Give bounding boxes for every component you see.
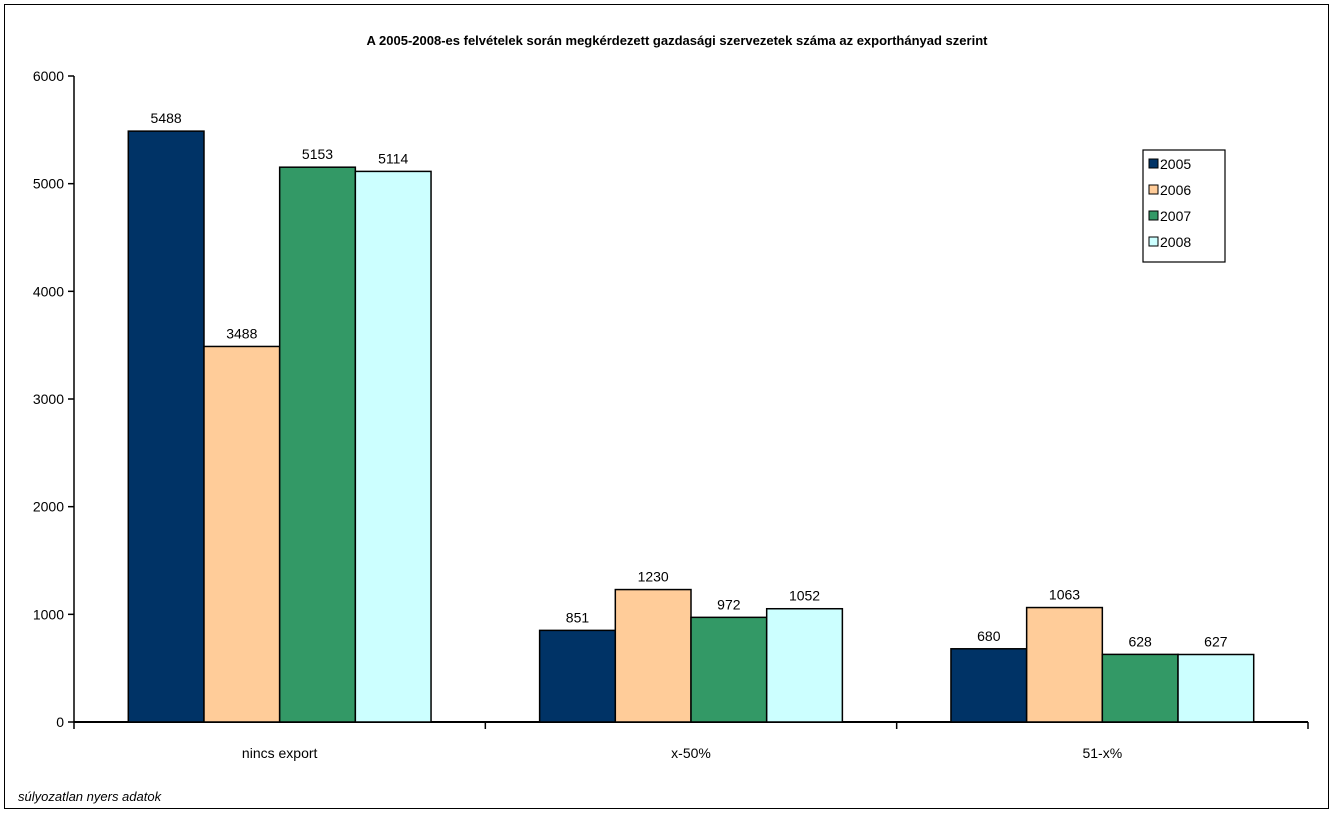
data-label: 972 bbox=[717, 596, 741, 612]
bar-2008-nincs-export bbox=[354, 170, 432, 723]
legend-label-2007: 2007 bbox=[1160, 208, 1191, 224]
bars bbox=[127, 130, 1255, 723]
y-tick-label: 0 bbox=[56, 714, 64, 730]
data-label: 5153 bbox=[302, 146, 333, 162]
footnote: súlyozatlan nyers adatok bbox=[18, 789, 163, 804]
bar-2005-nincs-export bbox=[127, 130, 205, 723]
data-label: 3488 bbox=[226, 325, 257, 341]
bar-2006-nincs-export bbox=[203, 345, 281, 723]
legend-swatch-2006 bbox=[1148, 184, 1159, 195]
y-tick-label: 4000 bbox=[33, 283, 64, 299]
chart-title: A 2005-2008-es felvételek során megkérde… bbox=[367, 33, 989, 48]
y-tick-label: 1000 bbox=[33, 606, 64, 622]
bar-2007-51-x- bbox=[1101, 653, 1179, 723]
y-tick-label: 2000 bbox=[33, 499, 64, 515]
legend-label-2006: 2006 bbox=[1160, 182, 1191, 198]
bar-2008-51-x- bbox=[1177, 653, 1255, 723]
data-label: 5114 bbox=[378, 150, 408, 166]
bar-2008-x-50- bbox=[765, 607, 844, 723]
legend-swatch-2007 bbox=[1148, 210, 1159, 221]
data-label: 1230 bbox=[638, 569, 669, 585]
data-label: 627 bbox=[1204, 633, 1228, 649]
legend-label-2008: 2008 bbox=[1160, 234, 1191, 250]
bar-2006-x-50- bbox=[614, 588, 692, 723]
y-tick-label: 3000 bbox=[33, 391, 64, 407]
legend: 2005 2006 2007 2008 bbox=[1142, 149, 1226, 263]
bar-2005-51-x- bbox=[950, 648, 1028, 723]
x-category-label: x-50% bbox=[671, 745, 711, 761]
data-label: 628 bbox=[1128, 633, 1152, 649]
data-label: 1063 bbox=[1049, 587, 1080, 603]
legend-swatch-2005 bbox=[1148, 158, 1159, 169]
legend-swatch-2008 bbox=[1148, 236, 1159, 247]
x-category-label: nincs export bbox=[242, 745, 318, 761]
legend-label-2005: 2005 bbox=[1160, 156, 1191, 172]
bar-2005-x-50- bbox=[538, 629, 617, 723]
y-tick-label: 6000 bbox=[33, 68, 64, 84]
bar-2007-x-50- bbox=[690, 616, 768, 723]
y-tick-label: 5000 bbox=[33, 176, 64, 192]
data-label: 851 bbox=[566, 609, 590, 625]
data-label: 1052 bbox=[789, 588, 820, 604]
data-label: 680 bbox=[977, 628, 1001, 644]
bar-2007-nincs-export bbox=[278, 166, 357, 723]
data-labels: 5488 851 680 3488 1230 1063 5153 972 628 5114 1052… bbox=[151, 110, 1228, 649]
x-category-label: 51-x% bbox=[1082, 745, 1122, 761]
data-label: 5488 bbox=[151, 110, 182, 126]
bar-2006-51-x- bbox=[1025, 606, 1104, 723]
